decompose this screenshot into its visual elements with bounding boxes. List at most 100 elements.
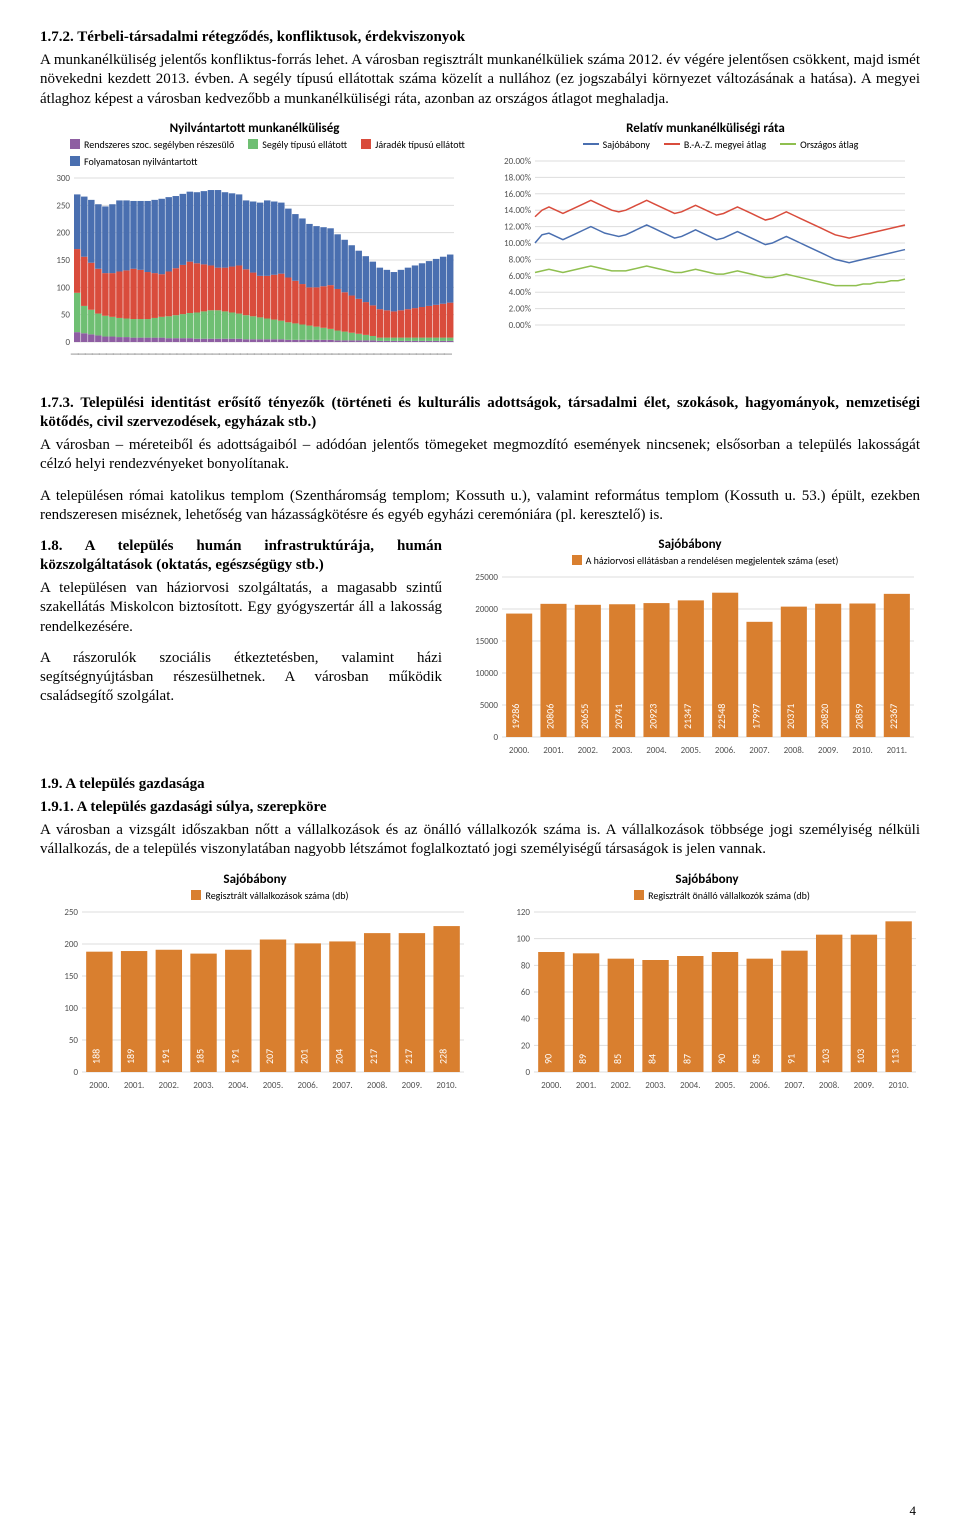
chart-gp-svg: 0500010000150002000025000192862000.20806… [460, 571, 920, 761]
svg-text:25000: 25000 [475, 572, 498, 583]
para-19: A városban a vizsgált időszakban nőtt a … [40, 821, 920, 859]
chart-gp-legend: A háziorvosi ellátásban a rendelésen meg… [490, 554, 920, 567]
svg-text:150: 150 [64, 971, 78, 982]
svg-text:2001.: 2001. [124, 1080, 145, 1091]
svg-text:2002.: 2002. [159, 1080, 180, 1091]
chart-unemp-svg: 050100150200250300||||||||||||||||||||||… [40, 172, 460, 372]
chart-unemp: Nyilvántartott munkanélküliség Rendszere… [40, 121, 469, 372]
svg-text:250: 250 [56, 200, 70, 211]
chart-comp-legend: Regisztrált vállalkozások száma (db) [70, 889, 470, 902]
svg-text:8.00%: 8.00% [509, 254, 532, 265]
para-18-1: A településen van háziorvosi szolgáltatá… [40, 579, 442, 637]
svg-text:0: 0 [493, 732, 498, 743]
svg-text:90: 90 [541, 1053, 554, 1063]
svg-text:15000: 15000 [475, 636, 498, 647]
svg-text:191: 191 [159, 1048, 172, 1063]
svg-text:150: 150 [56, 255, 70, 266]
svg-text:250: 250 [64, 907, 78, 918]
svg-text:2005.: 2005. [681, 745, 702, 756]
svg-text:100: 100 [56, 282, 70, 293]
svg-text:20923: 20923 [647, 704, 660, 729]
svg-text:185: 185 [194, 1048, 207, 1063]
svg-text:91: 91 [784, 1053, 797, 1063]
svg-text:120: 120 [516, 907, 530, 918]
svg-text:4.00%: 4.00% [509, 287, 532, 298]
svg-text:2009.: 2009. [854, 1080, 875, 1091]
para-18-2: A rászorulók szociális étkeztetésben, va… [40, 649, 442, 707]
chart-comp-svg: 0501001502002501882000.1892001.1912002.1… [40, 906, 470, 1096]
svg-text:188: 188 [89, 1048, 102, 1063]
heading-18: 1.8. A település humán infrastruktúrája,… [40, 537, 442, 575]
chart-self-title: Sajóbábony [492, 872, 922, 887]
chart-comp-legend-label: Regisztrált vállalkozások száma (db) [205, 889, 348, 902]
page-number: 4 [910, 1503, 917, 1519]
svg-text:20.00%: 20.00% [504, 156, 532, 167]
svg-text:84: 84 [646, 1053, 659, 1063]
svg-text:207: 207 [263, 1048, 276, 1063]
svg-text:2010.: 2010. [888, 1080, 909, 1091]
svg-text:19286: 19286 [509, 704, 522, 729]
svg-text:2001.: 2001. [543, 745, 564, 756]
svg-text:2008.: 2008. [367, 1080, 388, 1091]
svg-text:22548: 22548 [715, 704, 728, 729]
heading-173: 1.7.3. Települési identitást erősítő tén… [40, 394, 920, 432]
svg-text:2005.: 2005. [715, 1080, 736, 1091]
svg-text:2011.: 2011. [887, 745, 908, 756]
svg-text:20000: 20000 [475, 604, 498, 615]
svg-text:22367: 22367 [887, 704, 900, 729]
svg-text:6.00%: 6.00% [509, 271, 532, 282]
para-173-1: A városban – méreteiből és adottságaiból… [40, 436, 920, 474]
svg-text:217: 217 [402, 1048, 415, 1063]
svg-text:20371: 20371 [784, 704, 797, 729]
svg-text:2006.: 2006. [715, 745, 736, 756]
svg-text:2003.: 2003. [612, 745, 633, 756]
svg-text:12.00%: 12.00% [504, 221, 532, 232]
svg-text:0: 0 [73, 1067, 78, 1078]
svg-text:2001.: 2001. [576, 1080, 597, 1091]
svg-text:|: | [442, 352, 453, 356]
chart-unemp-legend: Rendszeres szoc. segélyben részesülőSegé… [70, 138, 469, 168]
svg-text:217: 217 [367, 1048, 380, 1063]
svg-text:2.00%: 2.00% [509, 303, 532, 314]
svg-text:189: 189 [124, 1048, 137, 1063]
svg-text:89: 89 [576, 1053, 589, 1063]
svg-text:300: 300 [56, 173, 70, 184]
svg-text:100: 100 [516, 933, 530, 944]
svg-text:87: 87 [680, 1053, 693, 1063]
chart-rate-title: Relatív munkanélküliségi ráta [491, 121, 920, 136]
svg-text:20655: 20655 [578, 704, 591, 729]
charts-row-2: Sajóbábony Regisztrált vállalkozások szá… [40, 872, 920, 1096]
svg-text:14.00%: 14.00% [504, 205, 532, 216]
svg-text:17997: 17997 [750, 704, 763, 729]
svg-text:2004.: 2004. [228, 1080, 249, 1091]
svg-text:103: 103 [854, 1048, 867, 1063]
svg-text:2005.: 2005. [263, 1080, 284, 1091]
chart-self-svg: 020406080100120902000.892001.852002.8420… [492, 906, 922, 1096]
svg-text:103: 103 [819, 1048, 832, 1063]
chart-rate-svg: 0.00%2.00%4.00%6.00%8.00%10.00%12.00%14.… [491, 155, 911, 355]
svg-text:2006.: 2006. [749, 1080, 770, 1091]
svg-text:2007.: 2007. [784, 1080, 805, 1091]
svg-text:2004.: 2004. [646, 745, 667, 756]
svg-text:85: 85 [611, 1053, 624, 1063]
svg-text:201: 201 [298, 1048, 311, 1063]
svg-text:228: 228 [437, 1048, 450, 1063]
svg-text:50: 50 [61, 309, 71, 320]
chart-self: Sajóbábony Regisztrált önálló vállalkozó… [492, 872, 922, 1096]
svg-text:40: 40 [521, 1013, 531, 1024]
svg-text:2006.: 2006. [297, 1080, 318, 1091]
svg-text:2003.: 2003. [193, 1080, 214, 1091]
svg-text:2003.: 2003. [645, 1080, 666, 1091]
heading-19: 1.9. A település gazdasága [40, 775, 920, 794]
svg-text:2002.: 2002. [578, 745, 599, 756]
svg-text:85: 85 [750, 1053, 763, 1063]
svg-text:10000: 10000 [475, 668, 498, 679]
chart-self-legend: Regisztrált önálló vállalkozók száma (db… [522, 889, 922, 902]
svg-text:2009.: 2009. [818, 745, 839, 756]
svg-text:90: 90 [715, 1053, 728, 1063]
svg-text:50: 50 [69, 1035, 79, 1046]
svg-text:60: 60 [521, 987, 531, 998]
heading-172: 1.7.2. Térbeli-társadalmi rétegződés, ko… [40, 28, 920, 47]
svg-text:20806: 20806 [544, 704, 557, 729]
svg-text:20820: 20820 [818, 704, 831, 729]
